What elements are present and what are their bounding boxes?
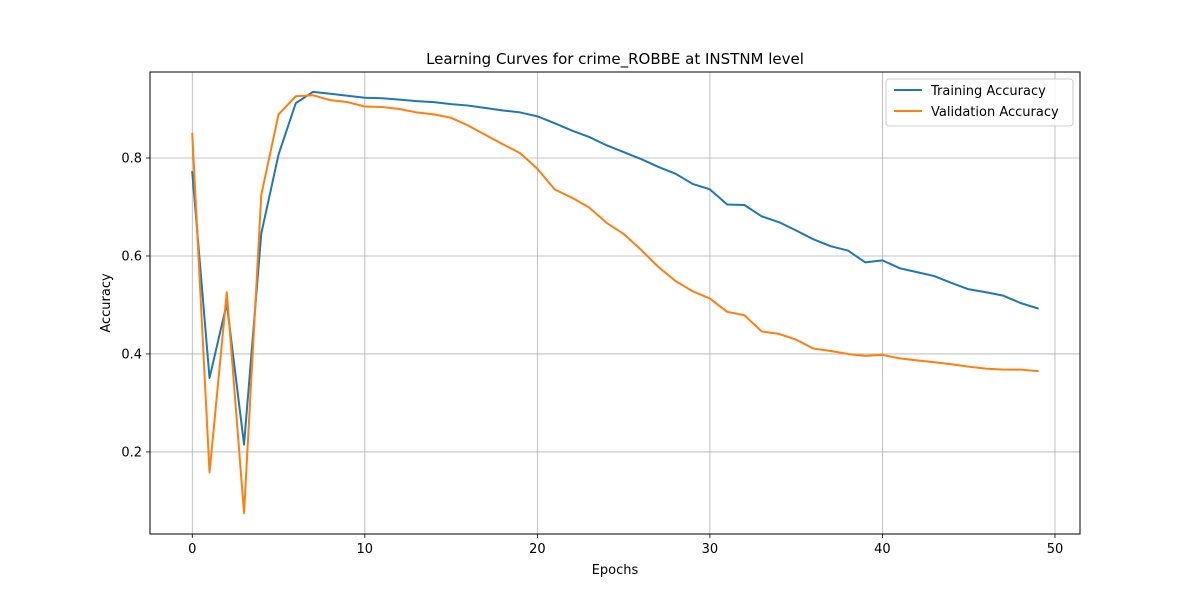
series-line-training-accuracy bbox=[191, 90, 1039, 446]
y-tick-label: 0.8 bbox=[121, 151, 142, 166]
series-lines bbox=[191, 90, 1039, 515]
legend: Training Accuracy Validation Accuracy bbox=[885, 78, 1074, 127]
axis-ticks: 0 10 20 30 40 50 0.2 0.4 0.6 0.8 bbox=[121, 151, 1063, 557]
x-tick-label: 0 bbox=[188, 542, 196, 557]
plot-frame bbox=[149, 71, 1081, 535]
legend-box bbox=[885, 78, 1074, 127]
grid-lines bbox=[150, 72, 1080, 534]
x-tick-label: 20 bbox=[529, 542, 546, 557]
x-axis-label: Epochs bbox=[592, 563, 639, 578]
legend-label-training: Training Accuracy bbox=[930, 84, 1046, 99]
x-tick-label: 40 bbox=[874, 542, 891, 557]
x-tick-label: 10 bbox=[357, 542, 374, 557]
x-tick-label: 50 bbox=[1047, 542, 1064, 557]
x-tick-label: 30 bbox=[702, 542, 719, 557]
y-tick-label: 0.6 bbox=[121, 249, 142, 264]
y-axis-label: Accuracy bbox=[99, 273, 114, 333]
chart-title: Learning Curves for crime_ROBBE at INSTN… bbox=[426, 50, 804, 69]
legend-label-validation: Validation Accuracy bbox=[931, 105, 1059, 120]
y-tick-label: 0.2 bbox=[121, 445, 142, 460]
y-tick-label: 0.4 bbox=[121, 347, 142, 362]
series-line-validation-accuracy bbox=[191, 94, 1039, 515]
